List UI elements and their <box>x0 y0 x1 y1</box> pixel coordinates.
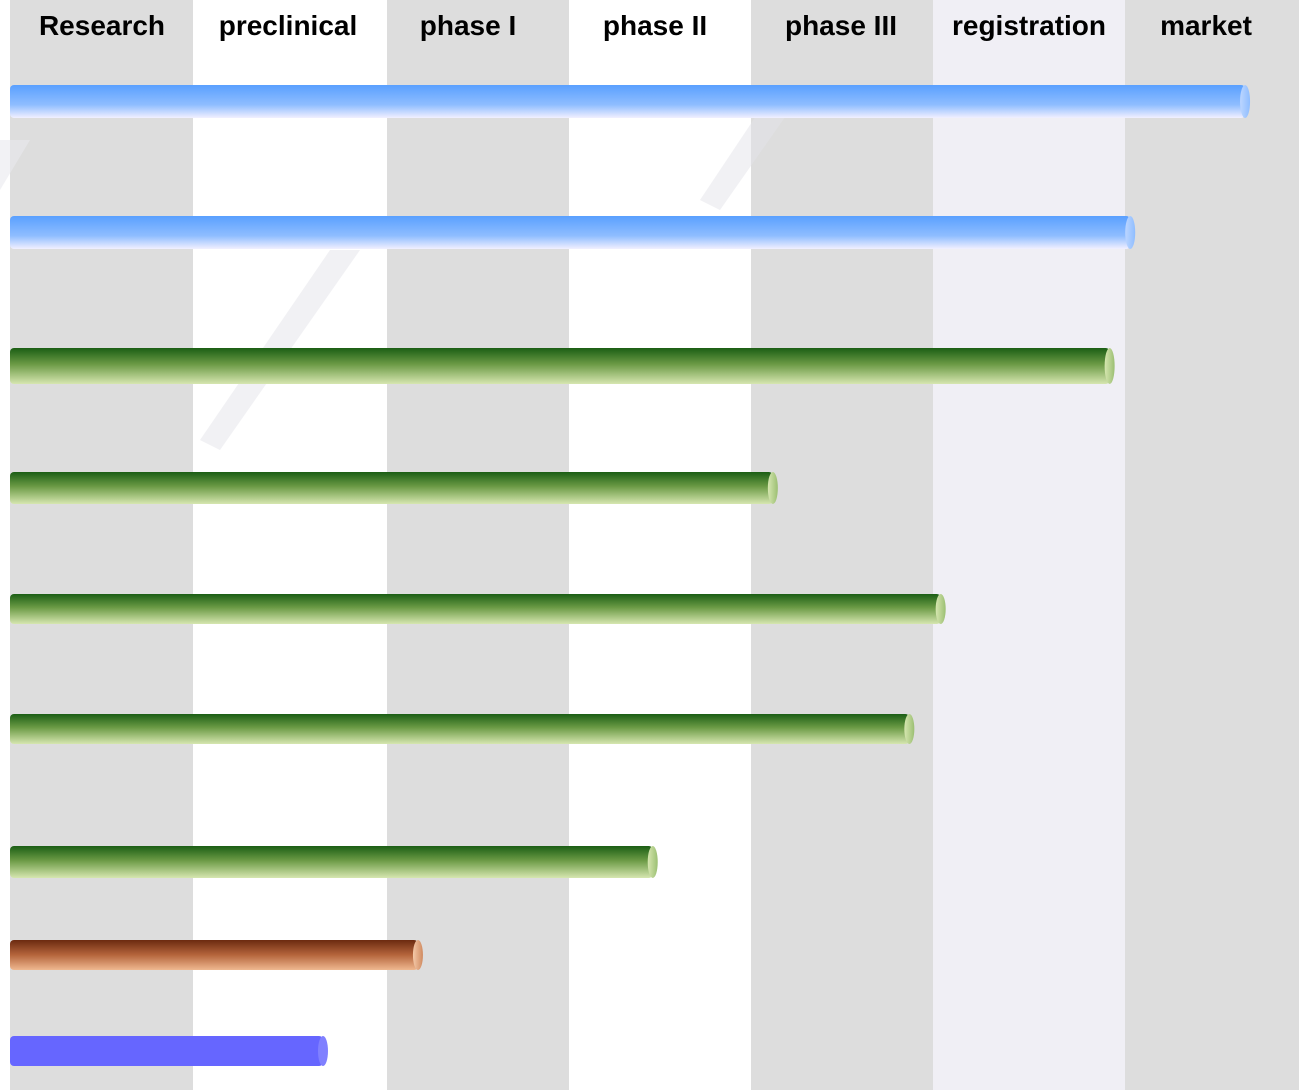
pipeline-bar-3 <box>10 348 1115 384</box>
band-phase-iii <box>751 0 933 1090</box>
pipeline-bar-9 <box>10 1036 328 1066</box>
bar-body <box>10 940 418 970</box>
stage-label-preclinical: preclinical <box>219 10 358 41</box>
bar-body <box>10 594 941 624</box>
bar-body <box>10 216 1130 249</box>
stage-label-phase-ii: phase II <box>603 10 707 41</box>
bar-end-cap <box>1125 216 1135 249</box>
pipeline-bar-7 <box>10 846 658 878</box>
pipeline-bar-4 <box>10 472 778 504</box>
bar-end-cap <box>936 594 946 624</box>
bar-end-cap <box>1105 348 1115 384</box>
stage-label-research: Research <box>39 10 165 41</box>
bar-body <box>10 1036 323 1066</box>
stage-label-phase-i: phase I <box>420 10 516 41</box>
band-registration <box>933 0 1125 1090</box>
stage-label-phase-iii: phase III <box>785 10 897 41</box>
band-market <box>1125 0 1299 1090</box>
bar-body <box>10 714 909 744</box>
band-preclinical <box>193 0 387 1090</box>
bar-end-cap <box>413 940 423 970</box>
band-phase-i <box>387 0 569 1090</box>
bar-body <box>10 472 773 504</box>
band-phase-ii <box>569 0 751 1090</box>
bar-end-cap <box>318 1036 328 1066</box>
pipeline-bar-2 <box>10 216 1135 249</box>
pipeline-bar-8 <box>10 940 423 970</box>
bar-body <box>10 348 1110 384</box>
stage-label-registration: registration <box>952 10 1106 41</box>
pipeline-bar-1 <box>10 85 1250 118</box>
bar-end-cap <box>1240 85 1250 118</box>
bar-end-cap <box>768 472 778 504</box>
stage-headers: Research preclinical phase I phase II phase … <box>39 10 1252 41</box>
pipeline-bar-5 <box>10 594 946 624</box>
bar-body <box>10 846 653 878</box>
bar-end-cap <box>648 846 658 878</box>
band-research <box>0 0 193 1090</box>
pipeline-bar-6 <box>10 714 914 744</box>
bar-end-cap <box>904 714 914 744</box>
stage-label-market: market <box>1160 10 1252 41</box>
bar-body <box>10 85 1245 118</box>
